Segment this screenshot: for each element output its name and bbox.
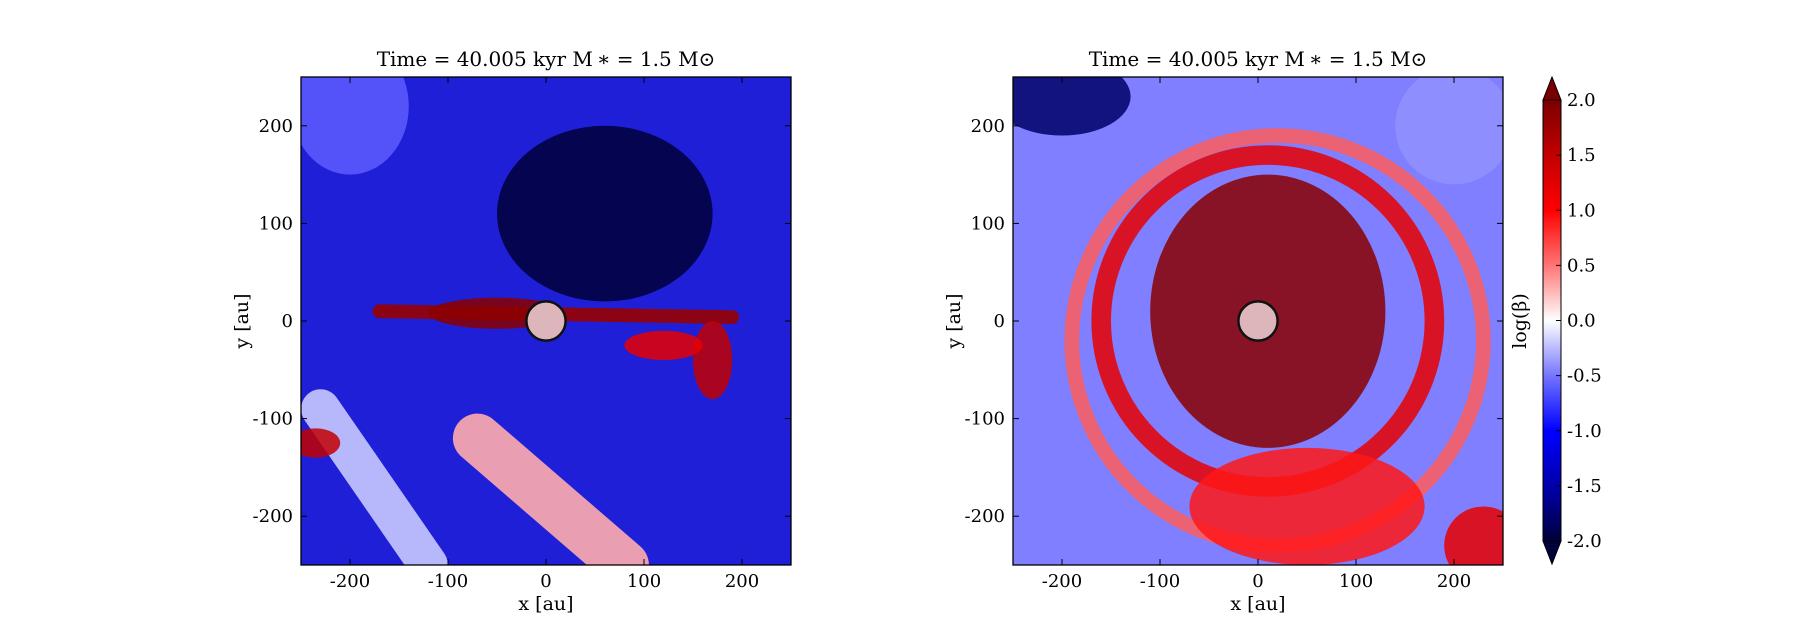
left-xtick-label: 0: [540, 571, 551, 592]
left-ytick-label: -200: [253, 506, 293, 527]
left-panel-title: Time = 40.005 kyr M ∗ = 1.5 M⊙: [377, 47, 716, 71]
colorbar-extend-top: [1542, 75, 1562, 101]
colorbar-tick-label: 2.0: [1567, 90, 1596, 111]
right-field-blob-3: [1189, 447, 1425, 565]
right-xtick-label: 100: [1339, 571, 1373, 592]
left-xtick-label: -200: [330, 571, 370, 592]
left-field-blob-6: [301, 77, 409, 175]
right-panel: Time = 40.005 kyr M ∗ = 1.5 M⊙ -200 -100 0…: [943, 47, 1504, 615]
right-sink-particle: [1237, 300, 1279, 342]
left-field-blob-7: [301, 428, 341, 458]
right-xtick-label: -100: [1140, 571, 1180, 592]
left-field-blob-2: [693, 321, 733, 400]
colorbar-tick-label: 0.0: [1567, 311, 1596, 332]
left-panel-xlabel: x [au]: [518, 593, 573, 615]
right-panel-field: [1013, 77, 1503, 565]
left-field-blob-8: [497, 125, 713, 302]
right-field-blob-6: [1395, 77, 1503, 185]
right-panel-ylabel: y [au]: [943, 293, 965, 349]
left-xtick-label: 200: [725, 571, 759, 592]
right-xtick-label: -200: [1042, 571, 1082, 592]
colorbar-tick-label: -1.5: [1567, 476, 1602, 497]
right-xtick-label: 200: [1437, 571, 1471, 592]
left-xtick-label: -100: [428, 571, 468, 592]
colorbar-label: log(β): [1509, 293, 1531, 349]
colorbar-extend-bottom: [1542, 540, 1562, 566]
left-field-band-4: [301, 389, 448, 565]
right-field-blob-5: [1013, 77, 1131, 136]
right-ytick-label: 200: [971, 116, 1005, 137]
left-ytick-label: 0: [282, 311, 293, 332]
colorbar-tick-label: 1.0: [1567, 200, 1596, 221]
colorbar-tick-label: -0.5: [1567, 366, 1602, 387]
left-sink-particle: [525, 300, 567, 342]
colorbar-tick-label: 1.5: [1567, 145, 1596, 166]
left-field-band-5: [452, 413, 649, 565]
right-panel-title: Time = 40.005 kyr M ∗ = 1.5 M⊙: [1089, 47, 1428, 71]
left-panel-field: [301, 77, 740, 565]
left-field-blob-3: [624, 330, 703, 361]
left-panel-ticks: -200 -100 0 100 200 -200 -100 0 100 200: [253, 77, 791, 592]
colorbar-tick-label: -1.0: [1567, 421, 1602, 442]
right-ytick-label: 100: [971, 213, 1005, 234]
left-ytick-label: 100: [259, 213, 293, 234]
right-panel-xlabel: x [au]: [1230, 593, 1285, 615]
right-ytick-label: -200: [965, 506, 1005, 527]
right-xtick-label: 0: [1252, 571, 1263, 592]
colorbar-tick-label: 0.5: [1567, 255, 1596, 276]
right-field-blob-4: [1444, 506, 1503, 565]
left-ytick-label: -100: [253, 409, 293, 430]
left-panel-ylabel: y [au]: [231, 293, 253, 349]
left-xtick-label: 100: [627, 571, 661, 592]
left-panel: Time = 40.005 kyr M ∗ = 1.5 M⊙ -200 -100 0…: [231, 47, 792, 615]
right-ytick-label: 0: [994, 311, 1005, 332]
right-ytick-label: -100: [965, 409, 1005, 430]
right-panel-ticks: -200 -100 0 100 200 -200 -100 0 100 200: [965, 77, 1503, 592]
left-ytick-label: 200: [259, 116, 293, 137]
colorbar: 2.0 1.5 1.0 0.5 0.0 -0.5 -1.0 -1.5 -2.0 log(β): [1509, 75, 1602, 566]
colorbar-ticks: 2.0 1.5 1.0 0.5 0.0 -0.5 -1.0 -1.5 -2.0: [1556, 90, 1602, 552]
colorbar-tick-label: -2.0: [1567, 531, 1602, 552]
